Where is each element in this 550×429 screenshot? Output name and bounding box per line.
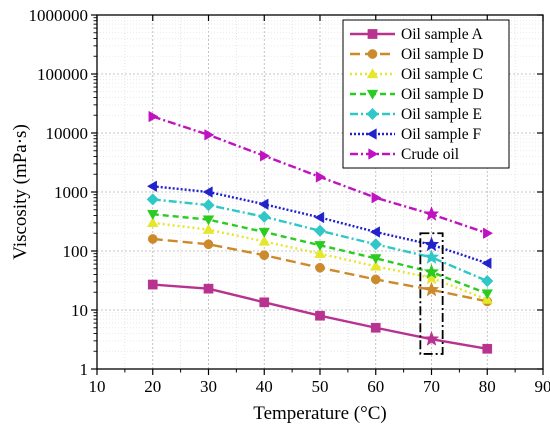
series-6 [146, 180, 492, 269]
data-point-star [423, 236, 440, 252]
legend-label: Oil sample F [401, 126, 481, 143]
legend-swatch-marker [366, 68, 379, 79]
data-point [202, 186, 213, 198]
data-point [315, 310, 325, 321]
data-point [315, 171, 326, 183]
data-point [314, 241, 326, 252]
y-tick-label: 1000 [54, 183, 88, 202]
data-point [146, 193, 159, 206]
data-point [147, 279, 158, 290]
x-axis-title: Temperature (°C) [253, 403, 386, 424]
data-point [202, 223, 215, 234]
data-point [370, 322, 381, 333]
y-axis-title: Viscosity (mPa·s) [10, 124, 31, 260]
data-point [313, 224, 327, 237]
y-tick-label: 10000 [46, 124, 89, 143]
data-point-star [423, 249, 440, 264]
data-point [203, 239, 214, 250]
y-tick-label: 10 [71, 301, 88, 320]
data-point [371, 191, 382, 204]
x-tick-label: 60 [367, 377, 384, 396]
data-point [260, 150, 271, 162]
y-tick-label: 100 [63, 242, 89, 261]
series-7 [148, 110, 494, 239]
data-point [258, 210, 271, 223]
legend: Oil sample A Oil sample D Oil sample C Oil … [342, 19, 510, 169]
data-point [202, 198, 215, 212]
data-point [370, 254, 382, 265]
legend-label: Oil sample A [401, 26, 484, 43]
legend-label: Oil sample D [401, 86, 484, 103]
data-point-star [423, 206, 440, 221]
series-1 [147, 279, 493, 354]
data-point [314, 211, 325, 224]
data-point [315, 262, 325, 273]
x-tick-label: 90 [535, 377, 550, 396]
legend-label: Oil sample C [401, 66, 483, 83]
data-point [259, 297, 270, 308]
data-point [370, 274, 381, 285]
legend-swatch-marker [367, 29, 378, 39]
y-tick-label: 1000000 [29, 6, 89, 25]
data-point [147, 234, 158, 244]
series-layer [146, 110, 494, 354]
data-point [481, 274, 494, 288]
legend-label: Crude oil [401, 146, 459, 163]
data-point-star [423, 331, 440, 346]
data-point [203, 283, 214, 294]
data-point [370, 260, 382, 271]
data-point [482, 343, 493, 354]
axes: 10 20 30 40 50 60 70 80 901101001000100001000001… [29, 6, 550, 396]
series-3 [147, 217, 493, 304]
data-point [369, 238, 382, 251]
legend-label: Oil sample D [401, 46, 484, 63]
data-point [146, 180, 157, 193]
legend-swatch-marker [366, 128, 377, 140]
data-point [147, 217, 159, 228]
x-tick-label: 20 [144, 377, 161, 396]
data-point [483, 227, 494, 239]
y-tick-label: 1 [80, 360, 89, 379]
y-tick-label: 100000 [37, 65, 88, 84]
data-point-star [423, 263, 440, 279]
data-point [314, 247, 326, 258]
x-tick-label: 50 [312, 377, 329, 396]
legend-label: Oil sample E [401, 106, 482, 123]
highlight-box [419, 232, 444, 355]
data-point [258, 235, 270, 246]
legend-swatch-marker [368, 148, 379, 160]
data-point-star [423, 269, 440, 285]
data-point [147, 210, 159, 221]
x-tick-label: 30 [200, 377, 217, 396]
legend-swatch-marker [367, 49, 378, 59]
x-tick-label: 80 [479, 377, 496, 396]
x-tick-label: 40 [256, 377, 273, 396]
x-tick-label: 10 [89, 377, 106, 396]
data-point [258, 198, 269, 210]
series-5 [146, 193, 494, 288]
data-point-star [423, 281, 440, 297]
data-point [148, 110, 159, 123]
x-tick-label: 70 [423, 377, 440, 396]
series-4 [147, 210, 493, 300]
data-point [481, 257, 492, 269]
data-point [204, 129, 215, 141]
annotation-layer [419, 232, 444, 355]
data-point [481, 289, 493, 300]
data-point [259, 250, 270, 261]
legend-swatch-marker [366, 107, 379, 121]
legend-swatch-marker [366, 89, 379, 100]
data-point [202, 215, 215, 226]
data-point [258, 227, 270, 238]
data-point [369, 226, 380, 238]
